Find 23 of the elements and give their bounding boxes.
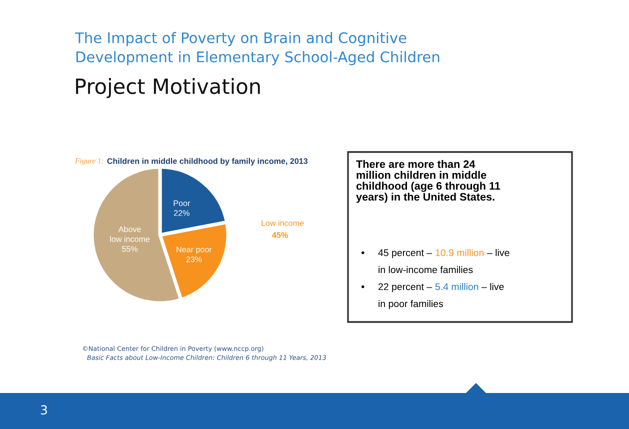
text: 45%: [272, 232, 288, 238]
slice-label: Above low income: [110, 226, 150, 242]
chart-title: Project Motivation: [76, 78, 260, 98]
text: – live: [487, 249, 510, 256]
data-label: 55%: [122, 246, 138, 252]
text: in poor families: [378, 300, 444, 310]
slice-label: Poor: [174, 200, 190, 206]
text: 45 percent –: [378, 249, 432, 258]
text: Children in middle childhood by family income, 2013: [107, 158, 308, 166]
text: There are more than 24 million children in middle childhood (age 6 through 11 years) in the United States.: [356, 160, 500, 203]
text: Low income: [262, 220, 304, 226]
text: 10.9 million: [436, 249, 484, 256]
slice-label: Near poor: [176, 246, 212, 254]
text: •: [361, 251, 364, 254]
text: 22 percent –: [378, 283, 432, 292]
text: – live: [482, 283, 504, 290]
data-label: 22%: [174, 210, 190, 216]
data-label: 23%: [186, 256, 202, 262]
text: in low-income families: [378, 266, 473, 274]
text: •: [361, 285, 364, 288]
text: 5.4 million: [435, 283, 478, 290]
text: The Impact of Poverty on Brain and Cognitive Development in Elementary School-Aged Children: [74, 32, 440, 66]
text: 3: [40, 405, 47, 415]
